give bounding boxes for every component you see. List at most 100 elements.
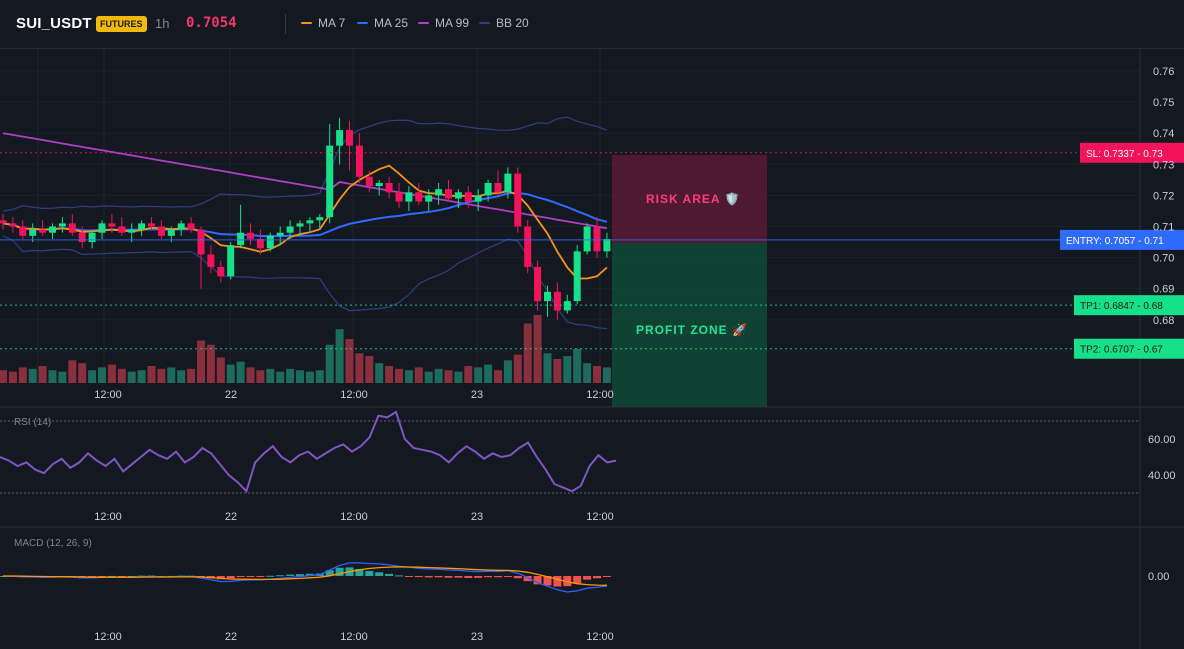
candle-body: [39, 229, 47, 233]
timeframe-selector[interactable]: 1h: [155, 16, 170, 31]
volume-bar: [315, 370, 324, 383]
macd-histogram-bar: [266, 575, 275, 577]
candle-body: [553, 291, 561, 311]
volume-bar: [543, 353, 552, 383]
risk-area-zone: [612, 155, 767, 243]
time-tick-label: 12:00: [94, 389, 122, 401]
candle-body: [385, 182, 393, 193]
macd-histogram-bar: [286, 574, 295, 576]
candle-body: [534, 266, 542, 302]
macd-histogram-bar: [602, 576, 611, 577]
macd-pane[interactable]: MACD (12, 26, 9) 0.00: [0, 538, 1169, 593]
macd-histogram-bar: [444, 576, 453, 578]
time-tick-label: 12:00: [340, 389, 368, 401]
volume-bar: [494, 370, 502, 383]
candle-body: [326, 145, 334, 218]
price-tick-label: 0.75: [1153, 97, 1174, 109]
rsi-tick-label: 40.00: [1148, 470, 1176, 482]
legend-ma99[interactable]: MA 99: [418, 16, 469, 30]
entry-tag-label: ENTRY: 0.7057 - 0.71: [1066, 236, 1164, 247]
volume-bar: [602, 367, 611, 383]
macd-histogram-bar: [355, 569, 364, 576]
volume-bar: [484, 364, 493, 383]
candle-body: [563, 301, 571, 311]
rsi-tick-label: 60.00: [1148, 434, 1176, 446]
candle-body: [435, 189, 443, 196]
last-price: 0.7054: [186, 15, 237, 31]
volume-bar: [88, 370, 97, 383]
volume-bar: [583, 363, 592, 383]
candle-body: [58, 223, 66, 227]
time-tick-label: 23: [471, 511, 483, 523]
volume-bar: [38, 366, 47, 383]
legend-bb20[interactable]: BB 20: [479, 16, 529, 30]
macd-histogram-bar: [395, 575, 403, 577]
candle-body: [256, 238, 264, 249]
time-tick-label: 12:00: [586, 511, 614, 523]
candle-body: [494, 182, 502, 193]
volume-bar: [107, 364, 116, 383]
volume-bars: [0, 315, 611, 383]
volume-bar: [127, 371, 136, 383]
macd-histogram-bar: [424, 576, 433, 578]
macd-histogram-bar: [573, 576, 582, 584]
volume-bar: [28, 368, 37, 383]
candle-body: [454, 192, 462, 199]
macd-histogram-bar: [553, 576, 562, 587]
legend-ma7[interactable]: MA 7: [301, 16, 345, 30]
time-tick-label: 12:00: [340, 631, 368, 643]
price-axis[interactable]: 0.76 0.75 0.74 0.73 0.72 0.71 0.70 0.69 0.68: [1153, 66, 1174, 327]
volume-bar: [553, 358, 562, 383]
bb-upper-line: [2, 116, 608, 212]
macd-histogram-bar: [256, 576, 265, 577]
rsi-title: RSI (14): [14, 417, 51, 428]
legend-ma99-label: MA 99: [435, 16, 470, 30]
macd-histogram-bar: [88, 576, 97, 577]
macd-histogram-bar: [325, 570, 334, 576]
symbol-title[interactable]: SUI_USDT: [16, 15, 92, 32]
candle-body: [88, 232, 96, 243]
volume-bar: [68, 360, 77, 383]
volume-bar: [246, 367, 255, 383]
macd-histogram-bar: [216, 576, 225, 580]
candle-body: [524, 226, 532, 267]
rsi-pane[interactable]: RSI (14) 60.00 40.00: [0, 410, 1176, 494]
candle-body: [29, 229, 37, 236]
level-lines: SL: 0.7337 - 0.73 ENTRY: 0.7057 - 0.71 TP1…: [0, 142, 1184, 359]
legend-ma25[interactable]: MA 25: [357, 16, 408, 30]
candle-body: [296, 223, 304, 227]
candle-body: [464, 192, 472, 202]
volume-bar: [424, 371, 433, 383]
candle-body: [157, 226, 165, 236]
candle-body: [167, 229, 175, 236]
volume-bar: [325, 344, 334, 383]
candle-body: [573, 251, 581, 302]
candlesticks[interactable]: [0, 117, 611, 320]
volume-bar: [296, 370, 304, 383]
macd-histogram-bar: [335, 567, 344, 576]
volume-bar: [0, 370, 7, 383]
candle-body: [583, 226, 591, 252]
candle-body: [355, 145, 363, 177]
volume-bar: [563, 356, 572, 383]
macd-histogram-bar: [365, 570, 374, 576]
candle-body: [266, 235, 274, 249]
candle-body: [603, 238, 611, 252]
candle-body: [445, 189, 452, 199]
time-tick-label: 22: [225, 389, 237, 401]
ma25-swatch-icon: [357, 22, 368, 24]
price-tick-label: 0.73: [1153, 159, 1174, 171]
candle-body: [19, 226, 27, 236]
risk-area-label: RISK AREA 🛡️: [646, 192, 740, 206]
bb20-swatch-icon: [479, 22, 490, 24]
candle-body: [425, 195, 433, 202]
volume-bar: [58, 371, 67, 383]
volume-bar: [266, 368, 275, 383]
entry-tag: [1060, 229, 1184, 250]
candle-body: [415, 192, 423, 202]
ma99-line: [2, 132, 608, 230]
volume-bar: [256, 370, 265, 383]
candle-body: [138, 223, 146, 230]
volume-bar: [216, 357, 225, 383]
